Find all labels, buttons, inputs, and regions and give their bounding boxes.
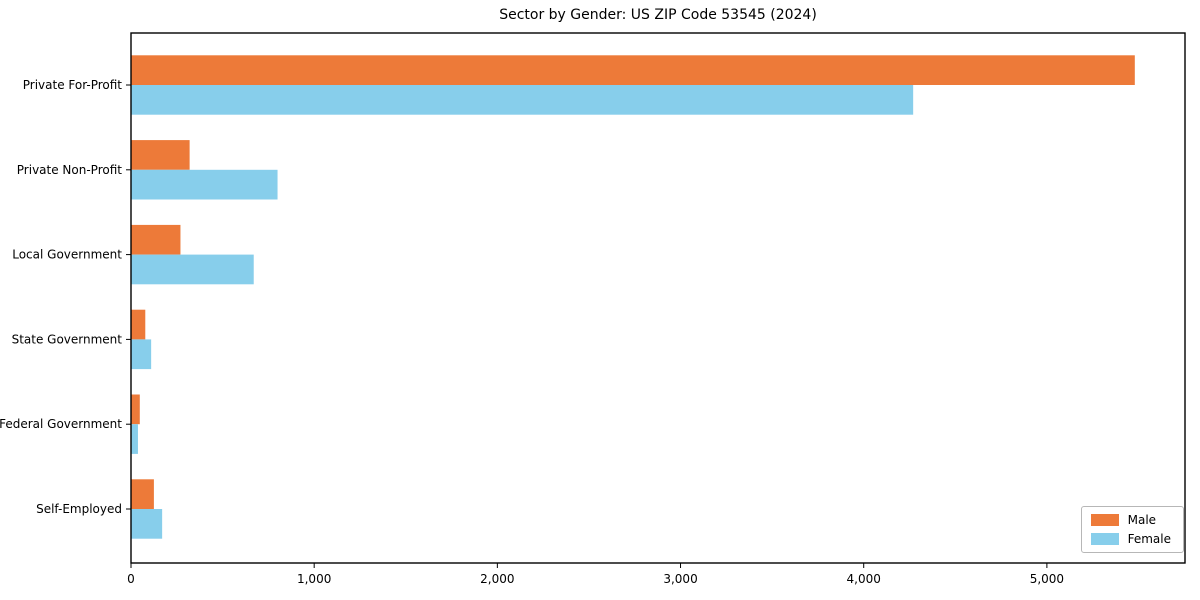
x-tick-label: 0 bbox=[127, 572, 135, 586]
x-tick-label: 3,000 bbox=[663, 572, 697, 586]
female-color-swatch bbox=[1090, 533, 1119, 545]
bar-female-federal-government bbox=[131, 424, 138, 454]
y-tick-label-local-government: Local Government bbox=[12, 248, 122, 262]
y-tick-label-private-non-profit: Private Non-Profit bbox=[17, 163, 123, 177]
legend-item-female: Female bbox=[1090, 532, 1171, 546]
legend-label-female: Female bbox=[1127, 532, 1171, 546]
y-tick-label-private-for-profit: Private For-Profit bbox=[23, 78, 123, 92]
bar-female-private-for-profit bbox=[131, 85, 914, 115]
bar-male-private-non-profit bbox=[131, 140, 190, 170]
x-tick-label: 4,000 bbox=[847, 572, 881, 586]
x-tick-label: 1,000 bbox=[297, 572, 331, 586]
legend-label-male: Male bbox=[1127, 513, 1157, 527]
bar-male-state-government bbox=[131, 309, 146, 340]
x-tick-label: 5,000 bbox=[1030, 572, 1064, 586]
y-tick-label-self-employed: Self-Employed bbox=[36, 502, 122, 516]
y-tick-label-federal-government: Federal Government bbox=[0, 417, 122, 431]
x-tick-label: 2,000 bbox=[480, 572, 514, 586]
chart-title: Sector by Gender: US ZIP Code 53545 (202… bbox=[499, 7, 817, 23]
plot-border bbox=[130, 32, 1186, 564]
bar-male-local-government bbox=[131, 224, 181, 255]
y-tick-label-state-government: State Government bbox=[12, 332, 123, 346]
bar-female-self-employed bbox=[131, 509, 163, 539]
bar-male-private-for-profit bbox=[131, 55, 1135, 85]
legend-item-male: Male bbox=[1090, 513, 1171, 527]
bar-female-local-government bbox=[131, 254, 254, 285]
bar-male-self-employed bbox=[131, 479, 154, 509]
legend: Male Female bbox=[1080, 506, 1184, 553]
male-color-swatch bbox=[1090, 514, 1119, 526]
bar-male-federal-government bbox=[131, 394, 140, 425]
bar-female-private-non-profit bbox=[131, 169, 278, 200]
bar-female-state-government bbox=[131, 339, 152, 370]
